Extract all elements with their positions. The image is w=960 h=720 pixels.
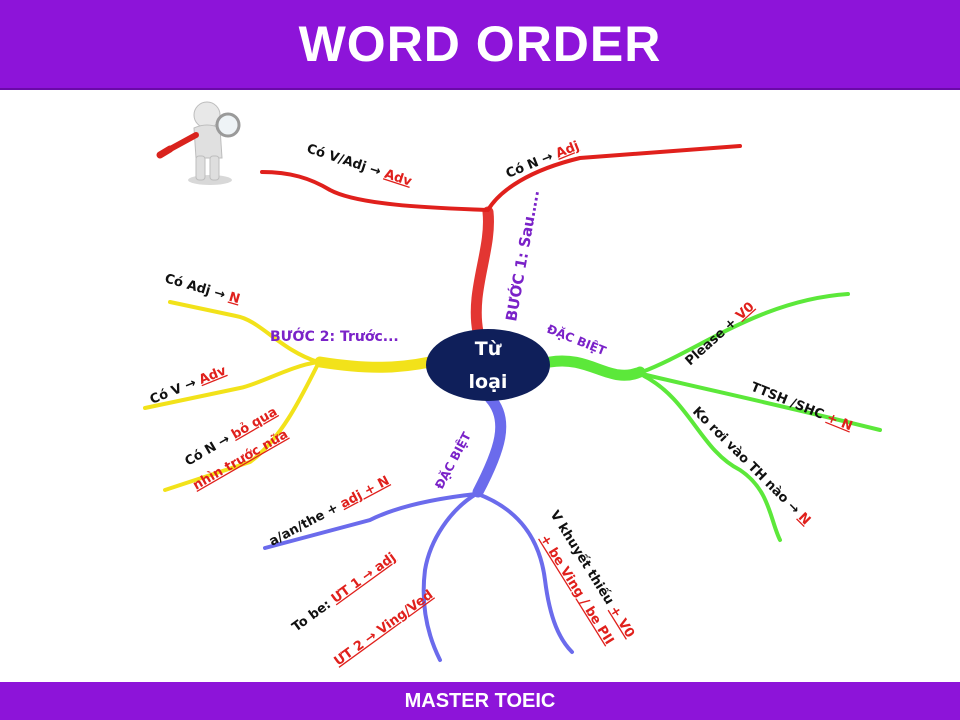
center-line-2: loại: [469, 371, 508, 393]
branch-right: [544, 292, 882, 542]
right-item-2: TTSH /SHC + N: [749, 380, 855, 434]
special-bottom-label: ĐẶC BIỆT: [431, 429, 474, 492]
right-item-3: Ko rơi vào TH nào → N: [689, 404, 813, 528]
branch-top: [260, 144, 742, 338]
right-item-1: Please + V0: [683, 299, 758, 368]
footer-label: MASTER TOEIC: [404, 689, 556, 712]
title-bar: WORD ORDER: [0, 0, 960, 90]
special-right-label: ĐẶC BIỆT: [545, 321, 609, 359]
left-item-2: Có V → Adv: [148, 363, 229, 407]
bottom-item-2-line-2: ƯT 2 → Ving/Ved: [332, 588, 437, 670]
footer-bar: MASTER TOEIC: [0, 682, 960, 720]
center-line-1: Từ: [475, 338, 502, 360]
top-item-1: Có V/Adj → Adv: [305, 142, 414, 190]
branch-bottom: [263, 392, 574, 662]
step1-label: BƯỚC 1: Sau…..: [501, 188, 543, 322]
center-node: Từ loại: [426, 329, 550, 401]
bottom-item-1: a/an/the + adj + N: [267, 473, 392, 549]
page-title: WORD ORDER: [298, 16, 662, 72]
branch-left: [143, 300, 436, 492]
step2-label: BƯỚC 2: Trước...: [270, 327, 399, 345]
magnifier-figure-icon: [156, 101, 241, 185]
